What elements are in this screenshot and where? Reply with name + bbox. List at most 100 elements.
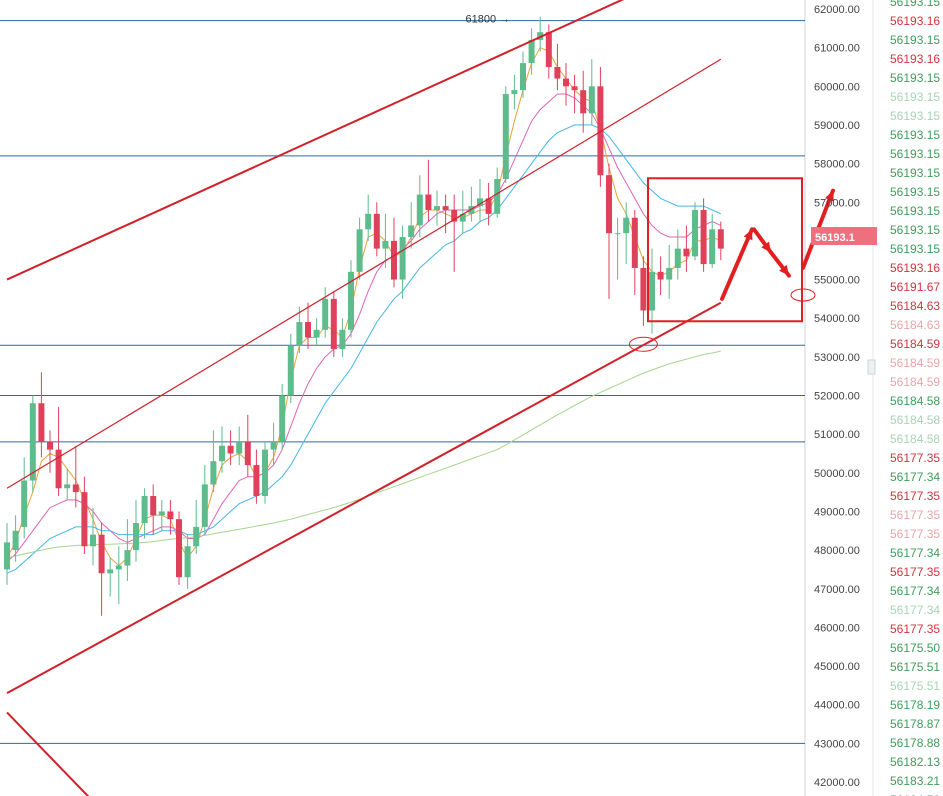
- candle-body: [330, 298, 337, 350]
- candle-body: [193, 526, 200, 547]
- trade-price-row: 56184.63: [890, 299, 940, 313]
- candle-body: [201, 484, 208, 527]
- candle-body: [227, 445, 234, 454]
- down-arrow-2-head: [779, 264, 789, 276]
- trade-price-row: 56178.87: [890, 717, 940, 731]
- trade-price-row: 56177.35: [890, 565, 940, 579]
- candle-body: [717, 229, 724, 249]
- trade-price-row: 56178.19: [890, 698, 940, 712]
- candle-body: [597, 86, 604, 176]
- candle-body: [571, 86, 578, 91]
- candle-body: [365, 213, 372, 230]
- trade-price-row: 56177.34: [890, 603, 940, 617]
- candle-body: [442, 206, 449, 210]
- y-tick-label: 58000.00: [814, 159, 860, 171]
- candle-body: [348, 271, 354, 330]
- trend-line: [6, 0, 625, 281]
- y-tick-label: 50000.00: [814, 468, 860, 480]
- trade-price-row: 56182.13: [890, 755, 940, 769]
- trade-price-row: 56178.88: [890, 736, 940, 750]
- candle-body: [167, 511, 174, 520]
- candle-body: [588, 86, 595, 114]
- trade-price-row: 56175.50: [890, 641, 940, 655]
- trade-price-row: 56184.58: [890, 793, 940, 796]
- candle-body: [477, 198, 483, 207]
- highlight-box: [647, 177, 803, 323]
- trade-price-row: 56175.51: [890, 660, 940, 674]
- candle-body: [313, 329, 320, 338]
- candle-body: [580, 90, 587, 114]
- candle-body: [81, 492, 88, 547]
- candle-body: [244, 441, 251, 466]
- candle-body: [184, 546, 191, 578]
- candle-body: [322, 298, 329, 330]
- candle-body: [425, 194, 432, 210]
- trade-price-row: 56177.34: [890, 470, 940, 484]
- candle-body: [98, 534, 105, 574]
- trend-line: [6, 58, 722, 489]
- candle-body: [150, 495, 157, 516]
- high-label: 61800 →: [466, 14, 511, 26]
- trade-price-row: 56193.15: [890, 109, 940, 123]
- candle-body: [502, 94, 509, 180]
- trade-price-row: 56193.15: [890, 147, 940, 161]
- candle-body: [606, 175, 612, 234]
- candle-body: [434, 206, 440, 210]
- trade-price-row: 56193.15: [890, 166, 940, 180]
- moving-average-line: [6, 350, 721, 559]
- candle-body: [649, 271, 655, 311]
- trade-price-row: 56177.35: [890, 622, 940, 636]
- trade-price-list: 56193.15 56193.16 56193.15 56193.16 56193.15…: [867, 0, 940, 796]
- candle-body: [631, 217, 638, 268]
- candle-body: [38, 403, 45, 442]
- target-circle: [790, 288, 816, 302]
- candle-body: [236, 441, 243, 454]
- y-tick-label: 59000.00: [814, 120, 860, 132]
- candle-body: [459, 213, 466, 222]
- candle-body: [545, 32, 552, 67]
- candle-body: [391, 240, 397, 280]
- trend-line: [6, 301, 722, 694]
- price-axis[interactable]: 62000.00 61000.00 60000.00 59000.00 58000.00…: [811, 4, 877, 789]
- trade-price-row: 56193.15: [890, 90, 940, 104]
- trade-price-row: 56177.35: [890, 508, 940, 522]
- trade-price-row: 56184.59: [890, 375, 940, 389]
- candle-body: [115, 565, 122, 570]
- candle-body: [287, 345, 294, 396]
- candle-body: [674, 248, 681, 268]
- candle-body: [124, 550, 131, 566]
- candles-layer: [4, 16, 724, 616]
- candle-body: [176, 519, 182, 578]
- trade-price-row: 56183.21: [890, 774, 940, 788]
- y-tick-label: 47000.00: [814, 584, 860, 596]
- candle-body: [279, 395, 286, 442]
- trade-price-row: 56193.15: [890, 128, 940, 142]
- trade-price-row: 56184.58: [890, 413, 940, 427]
- candle-body: [4, 542, 10, 570]
- y-tick-label: 46000.00: [814, 622, 860, 634]
- candle-body: [141, 495, 148, 524]
- y-tick-label: 48000.00: [814, 545, 860, 557]
- candle-body: [563, 78, 569, 87]
- candle-body: [657, 271, 664, 280]
- candle-body: [399, 237, 406, 280]
- moving-average-line: [6, 124, 722, 574]
- candle-body: [262, 449, 268, 496]
- candle-body: [614, 233, 621, 235]
- y-tick-label: 57000.00: [814, 197, 860, 209]
- trade-price-row: 56193.16: [890, 261, 940, 275]
- moving-average-layer: [6, 46, 722, 574]
- trade-price-row: 56193.15: [890, 185, 940, 199]
- trade-price-row: 56175.51: [890, 679, 940, 693]
- trade-price-row: 56177.35: [890, 489, 940, 503]
- candle-body: [520, 63, 526, 91]
- trade-price-row: 56193.16: [890, 52, 940, 66]
- candle-body: [296, 322, 303, 346]
- moving-average-line: [6, 93, 722, 563]
- collapse-handle: [867, 359, 876, 375]
- candle-body: [107, 569, 114, 574]
- trade-price-row: 56193.16: [890, 14, 940, 28]
- trade-price-row: 56177.34: [890, 584, 940, 598]
- trade-price-row: 56193.15: [890, 0, 940, 9]
